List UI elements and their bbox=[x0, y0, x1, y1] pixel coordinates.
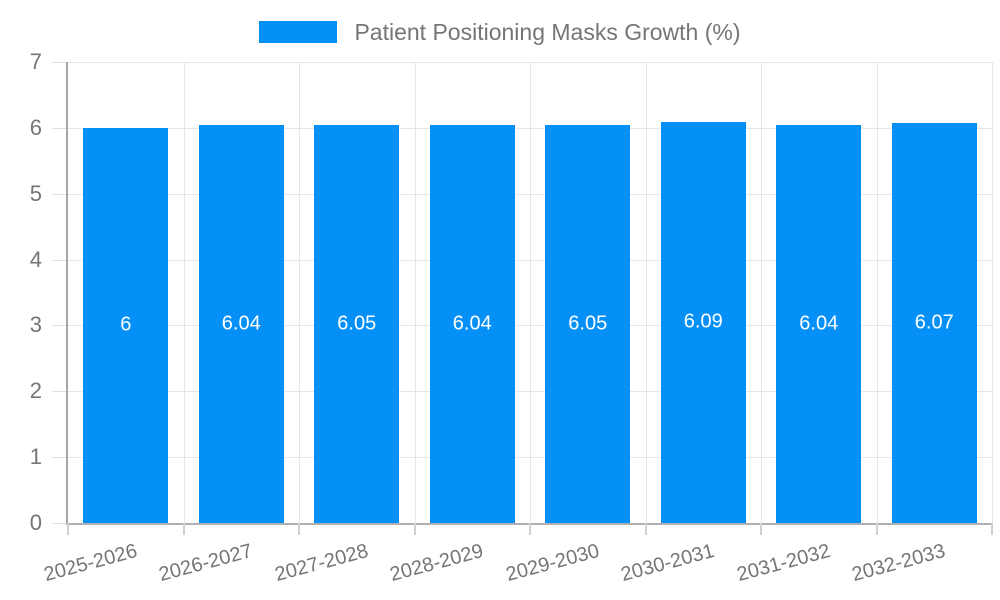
bar-value-label-2028-2029: 6.04 bbox=[452, 312, 492, 335]
legend-color-swatch bbox=[259, 21, 338, 43]
v-gridline-6 bbox=[761, 62, 762, 523]
y-axis-tick-0 bbox=[52, 523, 66, 524]
y-axis-tick-5 bbox=[52, 193, 66, 195]
legend-series-label: Patient Positioning Masks Growth (%) bbox=[354, 18, 741, 45]
x-axis-tick-8 bbox=[991, 523, 993, 535]
x-axis-tick-5 bbox=[644, 523, 647, 535]
v-gridline-5 bbox=[645, 62, 647, 523]
bar-value-label-2031-2032: 6.04 bbox=[799, 312, 839, 335]
y-axis-tick-4 bbox=[52, 259, 66, 261]
y-axis-label-1: 1 bbox=[29, 444, 42, 470]
y-axis-label-2: 2 bbox=[29, 378, 42, 404]
x-axis-tick-6 bbox=[760, 523, 762, 535]
y-axis-label-5: 5 bbox=[29, 180, 42, 206]
v-gridline-7 bbox=[876, 62, 878, 523]
y-axis-label-3: 3 bbox=[29, 312, 42, 338]
x-axis-tick-2 bbox=[298, 523, 300, 535]
bar-2026-2027[interactable]: 6.04 bbox=[198, 125, 284, 523]
bar-2025-2026[interactable]: 6 bbox=[83, 127, 169, 523]
plot-area: 6 6.04 6.05 6.04 6.05 6.09 6.04 6.07 0 1 2 3 4 5 6 7 20… bbox=[30, 51, 993, 586]
bar-2030-2031[interactable]: 6.09 bbox=[660, 121, 746, 523]
x-axis-tick-1 bbox=[182, 523, 185, 535]
y-axis-label-7: 7 bbox=[29, 49, 42, 74]
y-axis-tick-7 bbox=[52, 62, 66, 63]
bar-2031-2032[interactable]: 6.04 bbox=[776, 125, 862, 523]
y-axis-tick-1 bbox=[52, 457, 66, 459]
bar-value-label-2032-2033: 6.07 bbox=[914, 311, 954, 334]
bar-2029-2030[interactable]: 6.05 bbox=[545, 124, 631, 523]
x-axis-tick-0 bbox=[67, 523, 69, 535]
y-axis-tick-2 bbox=[52, 391, 66, 393]
bar-2032-2033[interactable]: 6.07 bbox=[891, 123, 977, 523]
bar-value-label-2029-2030: 6.05 bbox=[568, 312, 608, 335]
y-axis-label-0: 0 bbox=[29, 510, 42, 535]
y-axis-tick-6 bbox=[52, 127, 66, 129]
bar-2027-2028[interactable]: 6.05 bbox=[314, 124, 400, 523]
y-axis-line bbox=[66, 62, 68, 523]
v-gridline-8 bbox=[992, 62, 993, 523]
x-axis-tick-7 bbox=[875, 523, 878, 535]
bar-2028-2029[interactable]: 6.04 bbox=[429, 125, 515, 523]
y-axis-tick-3 bbox=[52, 325, 66, 327]
bar-value-label-2027-2028: 6.05 bbox=[337, 312, 377, 335]
x-axis-tick-4 bbox=[529, 523, 531, 535]
bar-value-label-2026-2027: 6.04 bbox=[221, 312, 261, 335]
v-gridline-3 bbox=[414, 62, 416, 523]
y-axis-label-4: 4 bbox=[29, 246, 42, 272]
v-gridline-4 bbox=[530, 62, 531, 523]
y-axis-label-6: 6 bbox=[29, 114, 42, 140]
chart-legend[interactable]: Patient Positioning Masks Growth (%) bbox=[0, 14, 1000, 50]
bar-value-label-2030-2031: 6.09 bbox=[683, 310, 723, 333]
v-gridline-1 bbox=[183, 62, 185, 523]
x-axis-tick-3 bbox=[413, 523, 416, 535]
v-gridline-2 bbox=[299, 62, 300, 523]
bar-value-label-2025-2026: 6 bbox=[120, 313, 132, 336]
